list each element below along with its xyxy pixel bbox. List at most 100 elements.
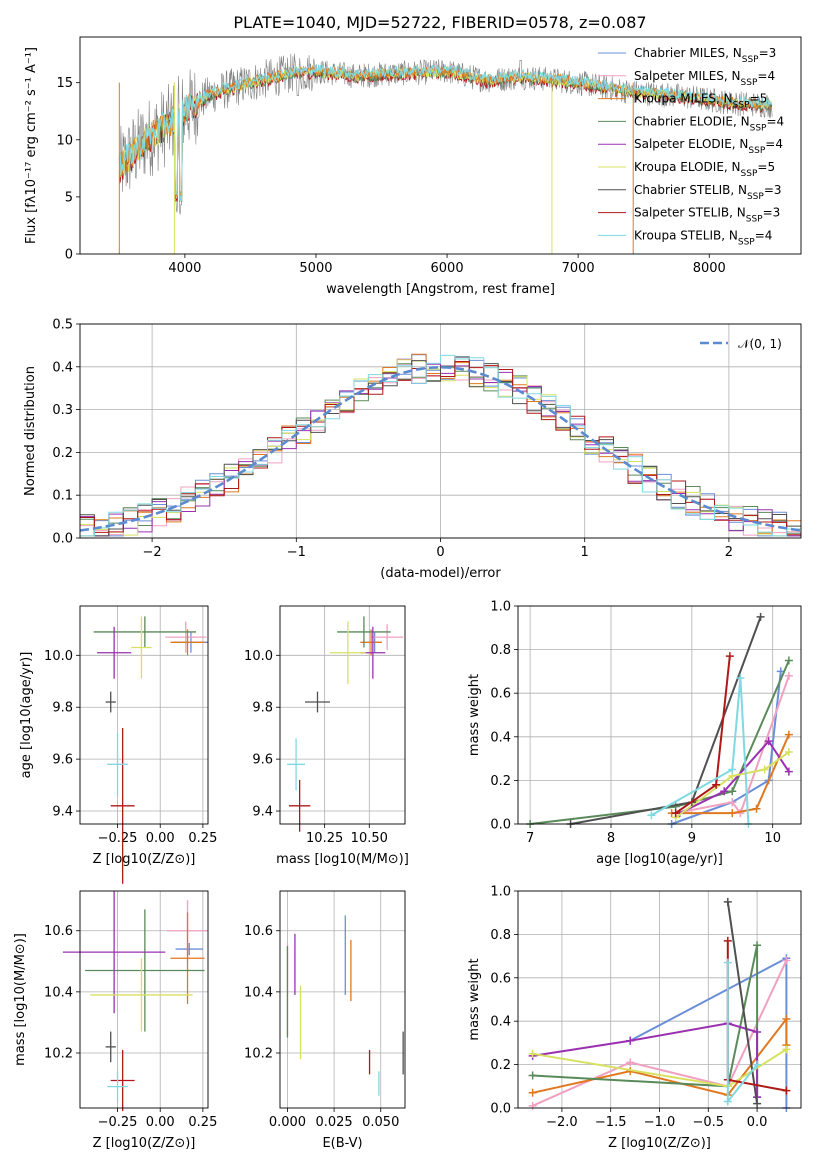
weight-marker <box>764 737 773 746</box>
weight-line-salpeter-stelib <box>675 655 731 814</box>
weight-marker <box>782 956 791 965</box>
y-tick-label: 0.8 <box>490 643 511 658</box>
weight-marker <box>753 941 762 950</box>
x-tick-label: 1 <box>581 545 589 560</box>
figure-title: PLATE=1040, MJD=52722, FIBERID=0578, z=0… <box>233 13 646 32</box>
axes-residuals: −2 −1 0 1 2 0.0 0.1 0.2 0.3 0.4 0.5 (data-model)/er… <box>23 318 802 581</box>
y-tick-label: 10.4 <box>244 985 273 1000</box>
errorbars <box>286 915 404 1096</box>
y-tick-label: 10 <box>56 133 73 148</box>
weight-marker <box>626 1058 635 1067</box>
errorbars <box>62 891 208 1112</box>
y-axis-label: mass weight <box>467 674 482 756</box>
x-tick-label: 7000 <box>562 261 595 276</box>
y-tick-label: 15 <box>56 76 73 91</box>
y-tick-label: 0.4 <box>52 360 73 375</box>
weight-marker <box>753 1028 762 1037</box>
axes-frame <box>79 890 209 1109</box>
x-tick-label: 0.25 <box>188 1115 217 1130</box>
y-tick-label: 1.0 <box>490 885 511 900</box>
weight-marker <box>728 787 737 796</box>
weight-marker <box>712 780 721 789</box>
y-tick-label: 5 <box>65 190 73 205</box>
axes-age-vs-mass: 10.25 10.50 9.4 9.6 9.8 10.0 mass [log10(M/M⊙)… <box>244 605 409 867</box>
weight-marker <box>782 1045 791 1054</box>
weight-line-chabrier-stelib <box>726 901 759 1104</box>
axes-frame <box>79 323 802 539</box>
x-tick-label: 8000 <box>693 261 726 276</box>
x-axis-label: Z [log10(Z/Z⊙)] <box>608 1136 711 1151</box>
axes-frame <box>79 605 209 825</box>
x-tick-label: 0.00 <box>146 1115 175 1130</box>
errorbars <box>287 616 404 832</box>
legend-label: Salpeter STELIB, NSSP=3 <box>634 206 780 225</box>
y-axis-label: age [log10(age/yr)] <box>19 652 34 779</box>
grid <box>518 605 801 825</box>
weight-marker <box>528 1101 537 1110</box>
x-tick-label: −1.0 <box>644 1115 676 1130</box>
legend-label: Kroupa ELODIE, NSSP=5 <box>634 160 775 179</box>
x-tick-label: 0.025 <box>315 1115 352 1130</box>
y-tick-label: 10.4 <box>44 985 73 1000</box>
y-tick-label: 9.8 <box>252 701 273 716</box>
weight-line-kroupa-stelib <box>650 677 750 825</box>
legend-label: Chabrier MILES, NSSP=3 <box>634 46 776 65</box>
weight-marker <box>647 811 656 820</box>
y-tick-label: 0.6 <box>490 687 511 702</box>
axes-frame <box>279 605 406 825</box>
weight-marker <box>753 1060 762 1069</box>
weight-marker <box>753 1099 762 1108</box>
weight-line-chabrier-elodie <box>532 945 759 1098</box>
legend: Chabrier MILES, NSSP=3 Salpeter MILES, NS… <box>598 46 784 247</box>
x-tick-label: 2 <box>725 545 733 560</box>
legend-label: Chabrier ELODIE, NSSP=4 <box>634 114 784 133</box>
x-tick-label: −0.25 <box>98 831 138 846</box>
y-tick-label: 10.2 <box>44 1046 73 1061</box>
y-tick-label: 0.4 <box>490 730 511 745</box>
x-tick-label: −0.5 <box>693 1115 725 1130</box>
axes-mass-vs-z: −0.25 0.00 0.25 10.2 10.4 10.6 Z [log10(Z/Z⊙)]… <box>13 890 217 1151</box>
histograms <box>79 353 802 537</box>
x-tick-label: 5000 <box>299 261 332 276</box>
weight-marker <box>752 804 761 813</box>
y-tick-label: 0.3 <box>52 403 73 418</box>
legend-label: Salpeter ELODIE, NSSP=4 <box>634 137 783 156</box>
grid <box>280 891 405 1108</box>
y-tick-label: 0.8 <box>490 928 511 943</box>
weight-marker <box>782 1015 791 1024</box>
axes-frame <box>517 605 802 825</box>
x-tick-label: 0.000 <box>269 1115 306 1130</box>
x-tick-label: −0.25 <box>98 1115 138 1130</box>
weight-marker <box>728 798 737 807</box>
weight-marker <box>784 767 793 776</box>
legend-label: 𝒩(0, 1) <box>738 337 782 351</box>
x-tick-label: 4000 <box>168 261 201 276</box>
weight-marker <box>784 671 793 680</box>
weight-marker <box>723 958 732 967</box>
x-tick-label: 0.050 <box>362 1115 399 1130</box>
weight-lines <box>528 897 791 1112</box>
spectrum-lines <box>118 53 773 254</box>
spectrum-model-kroupa-stelib <box>118 63 773 202</box>
weight-line-kroupa-miles <box>671 734 790 815</box>
x-axis-label: mass [log10(M/M⊙)] <box>276 852 409 867</box>
x-tick-label: 9 <box>688 831 696 846</box>
x-tick-label: −2.0 <box>546 1115 578 1130</box>
axes-spectrum: 4000 5000 6000 7000 8000 0 5 10 15 wavelength [An… <box>24 36 802 297</box>
y-tick-label: 9.4 <box>252 805 273 820</box>
y-tick-label: 9.6 <box>52 753 73 768</box>
weight-marker <box>528 1088 537 1097</box>
weight-line-chabrier-elodie <box>529 660 790 825</box>
y-tick-label: 0.0 <box>490 1102 511 1117</box>
weight-marker <box>626 1036 635 1045</box>
x-axis-label: age [log10(age/yr)] <box>596 852 723 867</box>
y-tick-label: 9.8 <box>52 701 73 716</box>
x-axis-label: Z [log10(Z/Z⊙)] <box>93 852 196 867</box>
x-tick-label: −1 <box>287 545 306 560</box>
y-tick-label: 0.1 <box>52 489 73 504</box>
axes-weight-vs-z: −2.0 −1.5 −1.0 −0.5 0.0 0.0 0.2 0.4 0.6 0.8 1.0 Z [… <box>467 885 802 1151</box>
weight-marker <box>528 1071 537 1080</box>
legend-label: Salpeter MILES, NSSP=4 <box>634 69 775 88</box>
y-tick-label: 10.6 <box>44 924 73 939</box>
weight-marker <box>782 1086 791 1095</box>
